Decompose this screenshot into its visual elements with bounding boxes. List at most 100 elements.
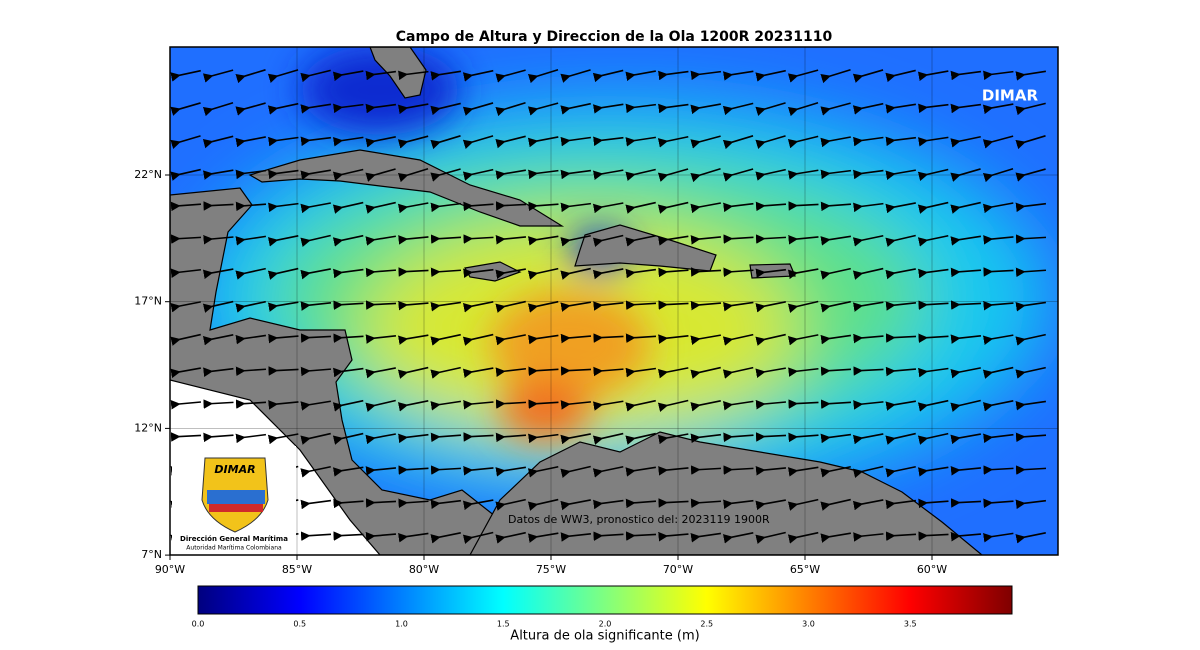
wave-arrow xyxy=(658,103,689,114)
wave-arrow xyxy=(658,267,689,278)
wave-arrow xyxy=(398,235,429,245)
wave-arrow xyxy=(202,169,234,180)
wave-arrow xyxy=(495,169,526,180)
wave-arrow xyxy=(983,235,1014,245)
wave-arrow xyxy=(1015,70,1046,81)
wave-arrow xyxy=(820,433,852,444)
wave-arrow xyxy=(462,102,494,116)
wave-arrow xyxy=(593,136,624,147)
hispaniola xyxy=(574,224,717,272)
wave-arrow xyxy=(853,532,884,542)
logo-subtitle: Autoridad Marítima Colombiana xyxy=(186,545,282,552)
wave-arrow xyxy=(430,267,462,278)
wave-arrow xyxy=(820,235,851,246)
wave-arrow xyxy=(950,235,981,246)
wave-arrow xyxy=(690,267,722,277)
wave-arrow xyxy=(983,532,1014,543)
wave-arrow xyxy=(658,300,689,310)
wave-arrow xyxy=(625,168,656,181)
wave-arrow xyxy=(918,103,949,114)
wave-arrow xyxy=(950,135,981,148)
wave-arrow xyxy=(268,366,299,376)
wave-arrow xyxy=(332,234,364,247)
wave-arrow xyxy=(983,267,1014,277)
wave-arrow xyxy=(690,465,722,475)
wave-arrow xyxy=(332,70,364,82)
wave-arrow xyxy=(365,300,397,310)
wave-arrow xyxy=(657,367,689,379)
wave-arrow xyxy=(625,432,656,445)
wave-arrow xyxy=(527,465,559,478)
wave-arrow xyxy=(592,465,624,478)
wave-arrow xyxy=(430,102,461,116)
wave-arrow xyxy=(820,136,851,148)
wave-arrow xyxy=(365,235,396,246)
wave-arrow xyxy=(658,466,689,476)
wave-arrow xyxy=(690,433,722,444)
wave-arrow xyxy=(202,300,234,313)
wave-arrow xyxy=(560,499,591,511)
wave-arrow xyxy=(983,300,1014,311)
wave-arrow xyxy=(300,432,331,445)
wave-arrow xyxy=(885,366,917,377)
wave-arrow xyxy=(787,268,819,280)
wave-arrow xyxy=(1015,366,1046,379)
wave-arrow xyxy=(560,267,591,280)
wave-arrow xyxy=(300,465,331,478)
wave-arrow xyxy=(950,367,981,379)
wave-arrow xyxy=(592,69,624,83)
wave-arrow xyxy=(300,499,332,510)
wave-arrow xyxy=(950,498,982,508)
wave-arrow xyxy=(430,366,461,379)
wave-arrow xyxy=(885,69,916,83)
wave-arrow xyxy=(560,234,591,247)
wave-arrow xyxy=(820,102,851,116)
wave-arrow xyxy=(983,498,1014,509)
wave-arrow xyxy=(950,201,981,214)
wave-arrow xyxy=(170,399,202,410)
wave-arrow xyxy=(462,333,494,346)
wave-arrow xyxy=(398,70,429,81)
wave-arrow xyxy=(397,168,429,183)
wave-arrow xyxy=(852,69,884,83)
wave-arrow xyxy=(658,70,689,81)
wave-arrow xyxy=(202,334,234,346)
wave-arrow xyxy=(398,300,429,311)
wave-arrow xyxy=(852,433,884,445)
map-frame xyxy=(169,46,1059,556)
wave-arrow xyxy=(982,400,1014,412)
wave-arrow xyxy=(787,498,819,511)
wave-arrow xyxy=(982,334,1014,345)
wave-arrow xyxy=(333,333,364,343)
wave-arrow xyxy=(852,499,884,511)
wave-arrow xyxy=(723,234,754,244)
logo-name: Dirección General Marítima xyxy=(180,535,288,543)
wave-arrow xyxy=(982,202,1014,214)
colorbar xyxy=(197,585,1013,615)
wave-arrow xyxy=(527,136,559,148)
wave-arrow xyxy=(430,202,462,213)
wave-arrow xyxy=(722,366,754,379)
wave-arrow xyxy=(852,301,884,312)
wave-arrow xyxy=(625,399,656,412)
wave-arrow xyxy=(918,531,949,541)
wave-arrow xyxy=(462,69,494,82)
wave-arrow xyxy=(495,102,526,117)
wave-arrow xyxy=(300,169,331,180)
watermark: DIMAR xyxy=(982,87,1039,105)
wave-arrow xyxy=(365,201,396,214)
wave-arrow xyxy=(983,465,1014,475)
wave-arrow xyxy=(853,136,884,147)
wave-arrow xyxy=(527,235,559,246)
logo: DIMAR Dirección General Marítima Autorid… xyxy=(172,446,296,554)
wave-arrow xyxy=(1015,400,1046,411)
wave-arrow xyxy=(625,300,657,310)
wave-arrow xyxy=(560,301,591,312)
wave-arrow xyxy=(235,69,266,84)
wave-arrow xyxy=(592,432,624,445)
wave-arrow xyxy=(365,136,396,148)
wave-arrow xyxy=(820,532,851,543)
logo-band xyxy=(207,490,265,504)
wave-arrow xyxy=(202,268,234,280)
wave-arrow xyxy=(625,531,657,541)
